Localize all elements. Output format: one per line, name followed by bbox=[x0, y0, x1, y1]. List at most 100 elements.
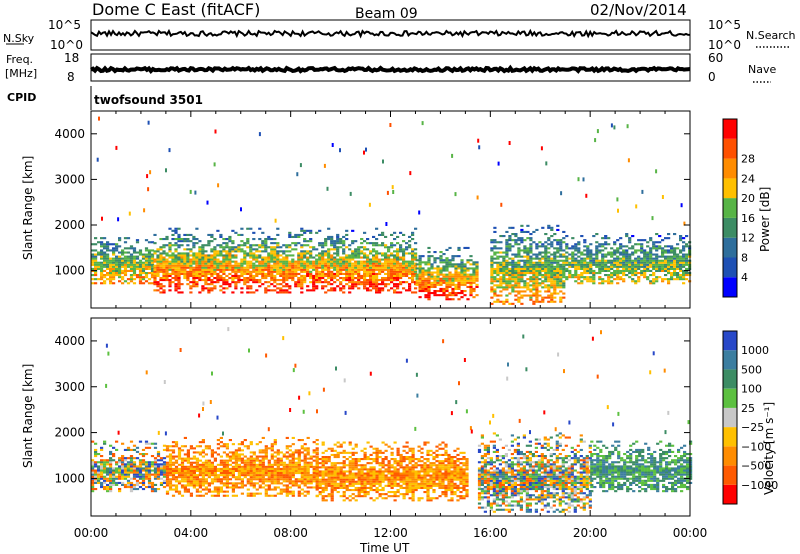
heatmap-cell bbox=[622, 257, 626, 260]
heatmap-cell bbox=[288, 492, 292, 495]
heatmap-cell bbox=[321, 470, 325, 473]
heatmap-cell bbox=[505, 269, 509, 272]
heatmap-cell bbox=[460, 283, 464, 286]
heatmap-cell bbox=[439, 257, 443, 260]
heatmap-cell bbox=[246, 291, 250, 294]
heatmap-cell bbox=[333, 256, 337, 259]
heatmap-cell bbox=[595, 245, 599, 248]
heatmap-cell bbox=[282, 274, 286, 277]
heatmap-cell bbox=[198, 463, 202, 466]
heatmap-cell bbox=[499, 269, 503, 272]
heatmap-cell bbox=[333, 266, 337, 269]
heatmap-cell bbox=[288, 235, 292, 238]
heatmap-cell bbox=[291, 270, 295, 273]
heatmap-cell bbox=[342, 260, 346, 263]
heatmap-cell bbox=[673, 267, 677, 270]
heatmap-cell bbox=[213, 272, 217, 275]
heatmap-cell bbox=[165, 244, 169, 247]
heatmap-cell bbox=[165, 467, 170, 470]
heatmap-cell bbox=[234, 283, 238, 286]
heatmap-cell bbox=[288, 469, 292, 472]
heatmap-cell bbox=[613, 251, 617, 254]
heatmap-cell bbox=[213, 162, 216, 167]
heatmap-cell bbox=[526, 269, 530, 272]
heatmap-cell bbox=[153, 260, 157, 263]
heatmap-cell bbox=[231, 455, 235, 458]
heatmap-cell bbox=[523, 267, 527, 270]
heatmap-cell bbox=[357, 256, 361, 259]
heatmap-cell bbox=[219, 436, 223, 439]
heatmap-cell bbox=[445, 290, 449, 293]
heatmap-cell bbox=[94, 253, 98, 256]
heatmap-cell bbox=[264, 492, 268, 495]
heatmap-cell bbox=[685, 255, 689, 258]
heatmap-cell bbox=[276, 474, 280, 477]
heatmap-cell bbox=[243, 465, 247, 468]
heatmap-cell bbox=[168, 260, 172, 263]
heatmap-cell bbox=[466, 261, 470, 264]
heatmap-cell bbox=[126, 465, 131, 468]
heatmap-cell bbox=[246, 281, 250, 284]
heatmap-cell bbox=[294, 233, 298, 236]
heatmap-cell bbox=[427, 255, 431, 258]
heatmap-cell bbox=[390, 266, 394, 269]
heatmap-cell bbox=[547, 294, 551, 297]
heatmap-cell bbox=[574, 249, 578, 252]
heatmap-cell bbox=[330, 274, 334, 277]
heatmap-cell bbox=[658, 269, 662, 272]
heatmap-cell bbox=[189, 250, 193, 253]
heatmap-cell bbox=[282, 465, 286, 468]
heatmap-cell bbox=[387, 258, 391, 261]
heatmap-cell bbox=[616, 265, 620, 268]
heatmap-cell bbox=[390, 274, 394, 277]
heatmap-cell bbox=[529, 233, 533, 236]
heatmap-cell bbox=[360, 266, 364, 269]
heatmap-cell bbox=[535, 269, 539, 272]
heatmap-cell bbox=[622, 253, 626, 256]
heatmap-cell bbox=[219, 244, 223, 247]
heatmap-cell bbox=[153, 242, 157, 245]
heatmap-cell bbox=[408, 272, 412, 275]
heatmap-cell bbox=[303, 229, 307, 232]
heatmap-cell bbox=[433, 251, 437, 254]
heatmap-cell bbox=[168, 461, 173, 464]
heatmap-cell bbox=[183, 248, 187, 251]
heatmap-cell bbox=[276, 272, 280, 275]
heatmap-cell bbox=[616, 239, 620, 242]
heatmap-cell bbox=[189, 492, 193, 495]
heatmap-cell bbox=[91, 475, 95, 478]
heatmap-cell bbox=[321, 456, 325, 459]
heatmap-cell bbox=[646, 276, 650, 279]
heatmap-cell bbox=[345, 229, 349, 232]
heatmap-cell bbox=[121, 253, 125, 256]
heatmap-cell bbox=[330, 272, 334, 275]
heatmap-cell bbox=[318, 256, 322, 259]
heatmap-cell bbox=[321, 268, 325, 271]
heatmap-cell bbox=[360, 238, 364, 241]
heatmap-cell bbox=[174, 242, 178, 245]
heatmap-cell bbox=[201, 474, 205, 477]
heatmap-cell bbox=[330, 468, 334, 471]
heatmap-cell bbox=[348, 262, 352, 265]
heatmap-cell bbox=[195, 283, 199, 286]
heatmap-cell bbox=[511, 276, 515, 279]
heatmap-cell bbox=[276, 244, 280, 247]
heatmap-cell bbox=[252, 279, 256, 282]
heatmap-cell bbox=[396, 268, 400, 271]
heatmap-cell bbox=[595, 233, 599, 236]
heatmap-cell bbox=[219, 486, 223, 489]
heatmap-cell bbox=[240, 264, 244, 267]
heatmap-cell bbox=[100, 257, 104, 260]
heatmap-cell bbox=[252, 453, 256, 456]
heatmap-cell bbox=[189, 480, 193, 483]
heatmap-cell bbox=[375, 287, 379, 290]
heatmap-cell bbox=[204, 283, 208, 286]
heatmap-cell bbox=[135, 481, 140, 484]
heatmap-cell bbox=[246, 270, 250, 273]
heatmap-cell bbox=[264, 467, 268, 470]
heatmap-cell bbox=[243, 474, 247, 477]
heatmap-cell bbox=[469, 279, 473, 282]
heatmap-cell bbox=[399, 270, 403, 273]
heatmap-cell bbox=[613, 125, 616, 130]
heatmap-cell bbox=[189, 264, 193, 267]
